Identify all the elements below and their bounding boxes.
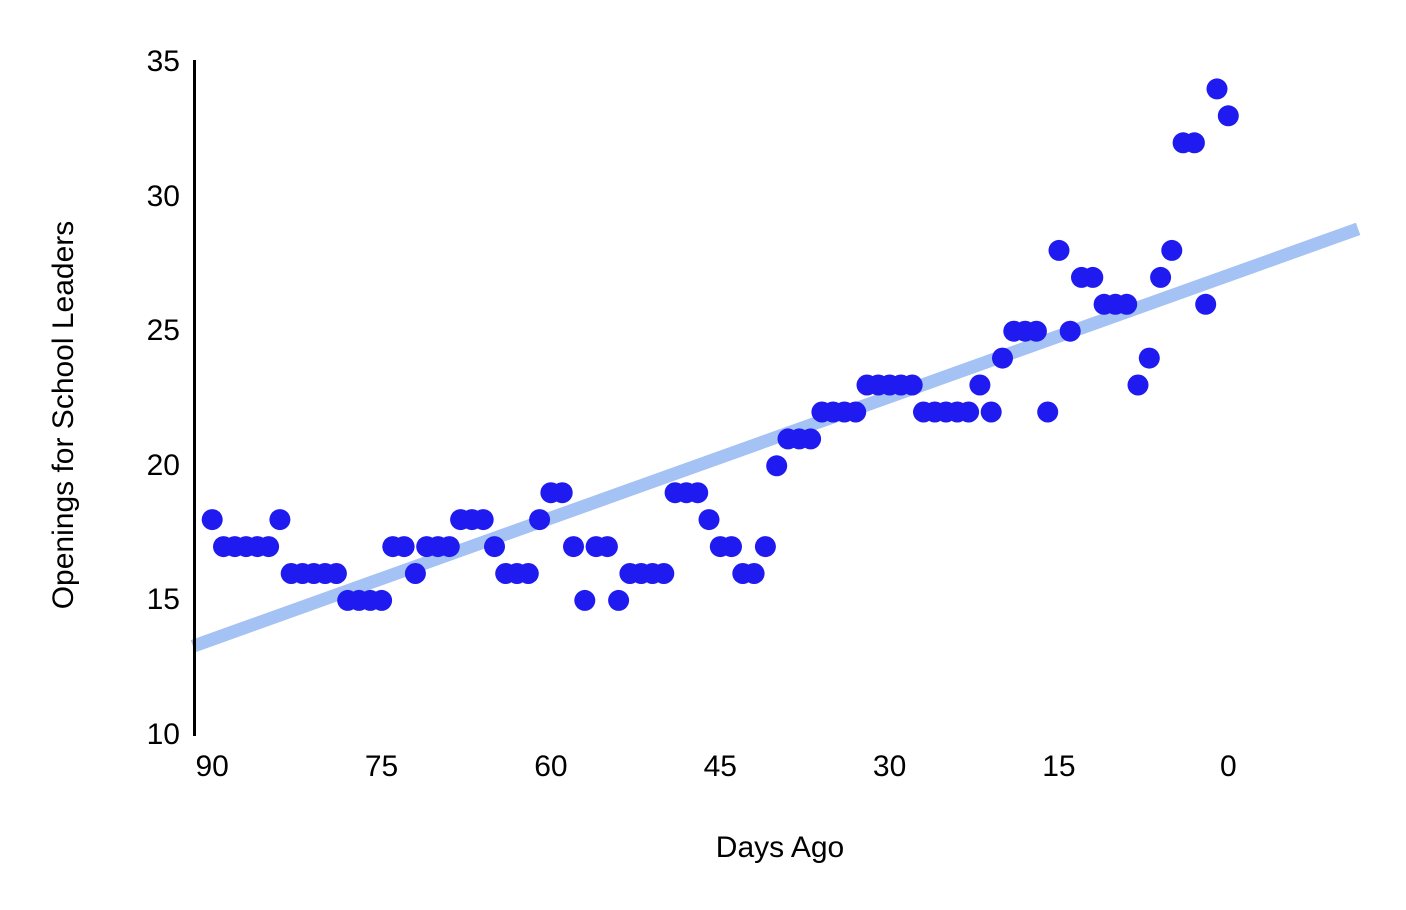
data-point: [992, 347, 1013, 369]
data-point: [269, 509, 291, 531]
data-point: [529, 509, 551, 531]
data-point: [743, 563, 765, 584]
data-point: [596, 536, 618, 558]
data-point: [698, 509, 720, 531]
data-point: [325, 563, 347, 584]
data-point: [1048, 239, 1070, 261]
data-point: [1150, 266, 1172, 288]
x-tick-label: 0: [1219, 750, 1237, 783]
data-point: [484, 536, 505, 558]
data-point: [404, 563, 426, 584]
data-point: [438, 536, 460, 558]
y-tick-label: 25: [146, 314, 180, 348]
scatter-points: [201, 78, 1239, 611]
data-point: [371, 589, 393, 611]
data-point: [969, 374, 991, 396]
data-point: [472, 509, 494, 531]
y-tick-label: 20: [146, 448, 180, 482]
data-point: [574, 589, 596, 611]
y-tick-label: 30: [146, 179, 180, 213]
data-point: [800, 428, 822, 450]
data-point: [608, 589, 630, 611]
data-point: [563, 536, 584, 558]
data-point: [1206, 78, 1228, 100]
data-point: [845, 401, 867, 423]
data-point: [393, 536, 415, 558]
data-point: [201, 509, 223, 531]
data-point: [1037, 401, 1059, 423]
data-point: [1138, 347, 1160, 369]
data-point: [766, 455, 788, 477]
data-point: [517, 563, 539, 584]
data-point: [687, 482, 709, 504]
y-tick-label: 15: [146, 583, 180, 617]
data-point: [1082, 266, 1104, 288]
data-point: [721, 536, 742, 558]
data-point: [258, 536, 280, 558]
data-point: [551, 482, 573, 504]
data-point: [901, 374, 923, 396]
data-point: [1116, 293, 1138, 315]
data-point: [1217, 105, 1239, 127]
data-point: [653, 563, 675, 584]
data-point: [1161, 239, 1183, 261]
y-axis-title: Openings for School Leaders: [47, 220, 80, 610]
x-tick-label: 30: [872, 750, 907, 783]
data-point: [958, 401, 980, 423]
data-point: [1183, 132, 1205, 154]
data-point: [1195, 293, 1217, 315]
x-axis-title: Days Ago: [715, 831, 845, 864]
data-point: [980, 401, 1002, 423]
x-tick-label: 75: [364, 750, 399, 783]
data-point: [1059, 320, 1081, 342]
y-tick-label: 35: [146, 45, 180, 78]
trend-line: [190, 222, 1361, 653]
x-tick-label: 15: [1042, 750, 1076, 783]
x-tick-label: 90: [195, 750, 229, 783]
data-point: [1025, 320, 1047, 342]
x-tick-label: 60: [534, 750, 568, 783]
x-tick-label: 45: [703, 750, 737, 783]
data-point: [1127, 374, 1149, 396]
data-point: [754, 536, 776, 558]
y-tick-label: 10: [146, 718, 180, 751]
